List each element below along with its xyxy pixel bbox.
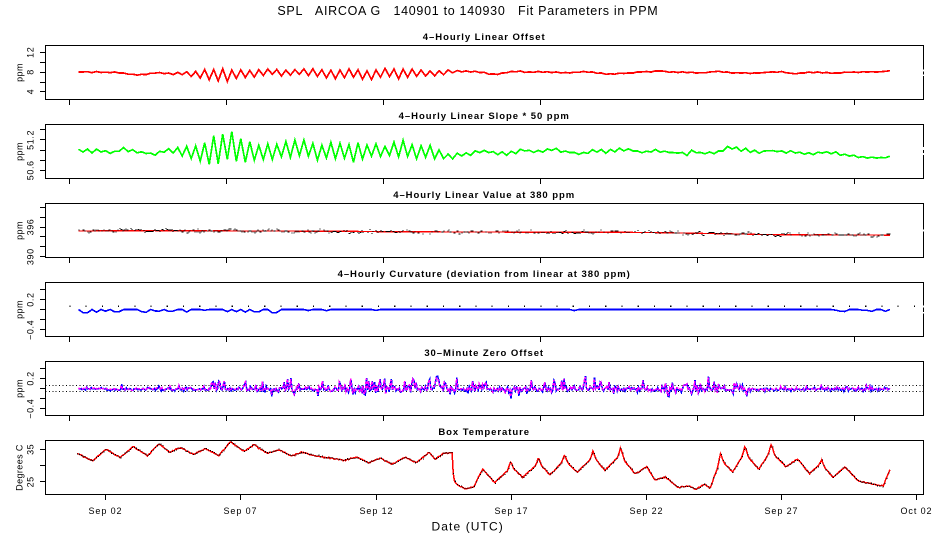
svg-text:−0.4: −0.4 [25, 399, 35, 419]
svg-text:−0.4: −0.4 [25, 320, 35, 340]
svg-text:Oct 02: Oct 02 [901, 506, 933, 516]
svg-text:30–Minute Zero Offset: 30–Minute Zero Offset [424, 348, 544, 359]
svg-text:ppm: ppm [15, 300, 25, 319]
svg-text:4–Hourly Linear Offset: 4–Hourly Linear Offset [423, 32, 546, 43]
svg-text:0.2: 0.2 [25, 292, 35, 306]
svg-text:Sep 12: Sep 12 [360, 506, 394, 516]
svg-text:SPL AIRCOA G 140901 to 140: SPL AIRCOA G 140901 to 140930 Fit Parame… [277, 4, 658, 18]
svg-text:ppm: ppm [15, 221, 25, 240]
svg-text:4–Hourly Curvature (deviation: 4–Hourly Curvature (deviation from linea… [338, 269, 631, 280]
svg-text:ppm: ppm [15, 63, 25, 82]
svg-text:35: 35 [25, 444, 35, 455]
svg-text:390: 390 [25, 248, 35, 265]
svg-text:Sep 17: Sep 17 [495, 506, 529, 516]
svg-text:ppm: ppm [15, 379, 25, 398]
svg-text:51.2: 51.2 [25, 130, 35, 150]
svg-text:ppm: ppm [15, 142, 25, 161]
svg-text:Date (UTC): Date (UTC) [432, 519, 504, 533]
svg-text:Degrees C: Degrees C [15, 444, 25, 491]
svg-text:Sep 02: Sep 02 [89, 506, 123, 516]
svg-text:396: 396 [25, 219, 35, 236]
svg-text:12: 12 [25, 47, 35, 58]
svg-text:Sep 22: Sep 22 [630, 506, 664, 516]
svg-text:25: 25 [25, 476, 35, 487]
svg-text:0.2: 0.2 [25, 371, 35, 385]
svg-text:Box Temperature: Box Temperature [438, 427, 530, 438]
svg-text:Sep 27: Sep 27 [765, 506, 799, 516]
svg-text:Sep 07: Sep 07 [224, 506, 258, 516]
svg-text:50.6: 50.6 [25, 160, 35, 180]
svg-text:8: 8 [25, 69, 35, 75]
svg-text:4: 4 [25, 89, 35, 95]
svg-text:4–Hourly Linear Slope * 50 ppm: 4–Hourly Linear Slope * 50 ppm [399, 111, 570, 122]
svg-text:4–Hourly Linear Value at 380 p: 4–Hourly Linear Value at 380 ppm [393, 190, 575, 201]
